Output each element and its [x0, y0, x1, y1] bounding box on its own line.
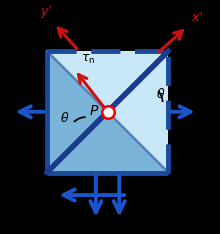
Text: $\theta$: $\theta$	[60, 111, 69, 125]
Polygon shape	[47, 51, 169, 173]
Text: $y'$: $y'$	[40, 3, 52, 21]
Text: $x'$: $x'$	[191, 10, 204, 25]
Text: $P$: $P$	[89, 104, 99, 118]
Text: $\tau_{\mathrm{n}}$: $\tau_{\mathrm{n}}$	[81, 53, 95, 66]
Text: $\theta$: $\theta$	[156, 87, 165, 101]
Polygon shape	[47, 51, 169, 173]
